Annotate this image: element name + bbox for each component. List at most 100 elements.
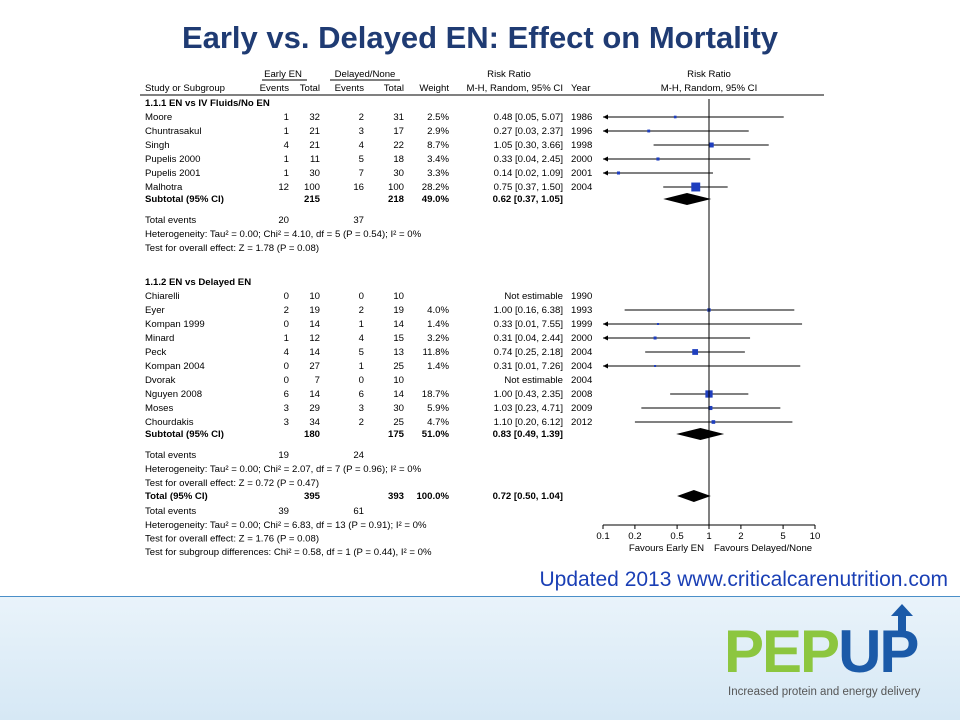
footer-stat: Test for subgroup differences: Chi² = 0.… [145,547,432,558]
study-box [654,365,657,367]
subtotal-label: Subtotal (95% CI) [145,429,224,440]
weight: 4.0% [427,305,449,316]
logo-wordmark: PEPUP [724,612,919,692]
events-early: 0 [284,319,289,330]
total-early: 14 [309,389,320,400]
total-delayed: 15 [393,333,404,344]
events-early: 1 [284,112,289,123]
x-tick-label: 0.2 [628,531,641,542]
subtotal-total-early: 180 [304,429,320,440]
events-early: 1 [284,154,289,165]
study-box [656,323,659,325]
study-box [708,142,714,148]
events-delayed: 16 [353,182,364,193]
forest-plot: Early EN Delayed/None Risk Ratio Risk Ratio… [140,69,824,558]
total-delayed: 100 [388,182,404,193]
events-early: 4 [284,140,290,151]
rr-ci: 0.27 [0.03, 2.37] [494,126,563,137]
study-name: Chiarelli [145,291,180,302]
overall-total-total-delayed: 393 [388,491,404,502]
events-delayed: 0 [359,291,364,302]
logo-pep: PEP [724,618,840,685]
rr-ci: 0.31 [0.01, 7.26] [494,361,563,372]
rr-ci: 0.14 [0.02, 1.09] [494,168,563,179]
total-events-label: Total events [145,506,196,517]
weight: 3.4% [427,154,449,165]
events-delayed: 4 [359,333,365,344]
subtotal-total-delayed: 218 [388,194,405,205]
events-delayed: 5 [359,347,364,358]
footer-stat: Test for overall effect: Z = 1.76 (P = 0… [145,534,319,545]
events-early: 1 [284,168,289,179]
logo-arrow-icon [891,604,913,634]
total-early: 27 [309,361,320,372]
weight: 4.7% [427,417,449,428]
events-delayed: 2 [359,417,364,428]
rr-ci: 1.10 [0.20, 6.12] [494,417,563,428]
study-year: 2004 [571,375,593,386]
total-delayed: 18 [393,154,404,165]
total-early: 11 [310,154,320,165]
rr-ci: 0.31 [0.04, 2.44] [494,333,563,344]
study-name: Nguyen 2008 [145,389,202,400]
total-delayed: 10 [393,291,404,302]
subtotal-total-early: 215 [304,194,321,205]
events-early: 4 [284,347,290,358]
events-early: 3 [284,403,289,414]
x-tick-label: 5 [780,531,785,542]
total-delayed: 25 [393,361,404,372]
subtotal-total-delayed: 175 [388,429,405,440]
ci-arrow-left [603,128,608,134]
x-tick-label: 0.5 [670,531,683,542]
study-name: Singh [145,140,170,151]
total-delayed: 17 [393,126,404,137]
ci-arrow-left [603,170,608,176]
events-early: 2 [284,305,289,316]
weight: 1.4% [427,361,449,372]
pepup-logo: PEPUP Increased protein and energy deliv… [724,604,949,712]
study-box [673,115,677,119]
study-year: 2000 [571,154,592,165]
events-early: 6 [284,389,289,400]
col-total-early: Total [300,83,320,94]
rr-ci: 0.48 [0.05, 5.07] [494,112,563,123]
events-early: 0 [284,291,289,302]
header-delayed-none: Delayed/None [335,69,396,80]
study-name: Pupelis 2000 [145,154,200,165]
weight: 18.7% [422,389,450,400]
study-year: 1999 [571,319,592,330]
total-early: 21 [309,140,320,151]
header-risk-ratio: Risk Ratio [487,69,531,80]
study-name: Dvorak [145,375,176,386]
total-delayed: 31 [393,112,404,123]
heterogeneity-text: Heterogeneity: Tau² = 0.00; Chi² = 2.07,… [145,464,422,475]
logo-tagline: Increased protein and energy delivery [728,686,921,698]
subgroup-label: 1.1.1 EN vs IV Fluids/No EN [145,98,270,109]
total-early: 32 [309,112,320,123]
subtotal-diamond [676,428,725,440]
events-early: 0 [284,375,289,386]
overall-effect-text: Test for overall effect: Z = 1.78 (P = 0… [145,243,319,254]
col-events-early: Events [260,83,290,94]
total-delayed: 22 [393,140,404,151]
study-name: Peck [145,347,167,358]
overall-total-label: Total (95% CI) [145,491,208,502]
study-box [711,420,716,424]
ci-arrow-left [603,363,608,369]
study-name: Chuntrasakul [145,126,202,137]
overall-total-total-early: 395 [304,491,321,502]
weight: 3.2% [427,333,449,344]
study-year: 2012 [571,417,592,428]
weight: 2.5% [427,112,449,123]
total-delayed: 13 [393,347,404,358]
total-early: 30 [309,168,320,179]
weight: 3.3% [427,168,449,179]
rr-ci: Not estimable [504,291,563,302]
ci-arrow-left [603,321,608,327]
study-year: 2001 [571,168,592,179]
weight: 1.4% [427,319,449,330]
events-delayed: 2 [359,305,364,316]
ci-arrow-left [603,335,608,341]
events-early: 0 [284,361,289,372]
ci-arrow-left [603,156,608,162]
